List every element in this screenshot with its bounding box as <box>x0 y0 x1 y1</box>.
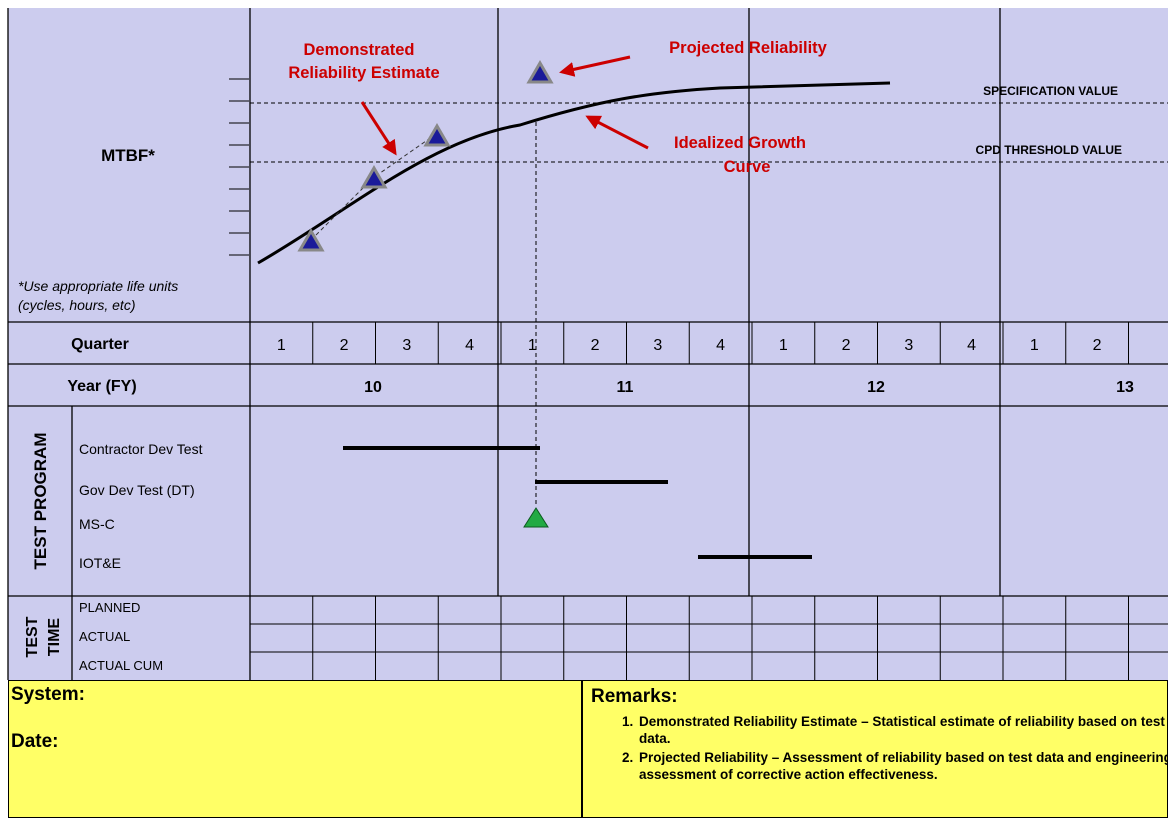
chart-background <box>8 8 1168 680</box>
cpd-threshold-label: CPD THRESHOLD VALUE <box>976 143 1122 157</box>
year-label: 13 <box>1116 379 1134 396</box>
row-ms-c: MS-C <box>79 516 115 532</box>
system-label: System: <box>11 684 85 705</box>
system-info-box: System: Date: <box>8 680 582 818</box>
arrow-demonstrated <box>360 101 397 156</box>
quarter-label: 1 <box>528 337 537 354</box>
quarter-label: 1 <box>1030 337 1039 354</box>
test-time-label-bottom: TIME <box>46 618 63 657</box>
quarter-label: 1 <box>277 337 286 354</box>
row-actual: ACTUAL <box>79 629 130 644</box>
remark-item-1: Demonstrated Reliability Estimate – Stat… <box>637 713 1168 747</box>
life-units-note-line2: (cycles, hours, etc) <box>18 297 135 313</box>
y-axis-ticks <box>229 78 249 256</box>
annotation-demonstrated-line2: Reliability Estimate <box>288 64 439 82</box>
annotation-arrows <box>360 55 649 156</box>
demonstrated-point-2 <box>360 165 388 189</box>
test-time-label-top: TEST <box>24 616 41 657</box>
annotation-idealized-line2: Curve <box>724 158 771 176</box>
quarter-label: 4 <box>716 337 725 354</box>
quarter-labels: 1 2 3 4 1 2 3 4 1 2 3 4 1 2 <box>277 337 1102 354</box>
arrow-projected <box>559 55 631 77</box>
quarter-dividers <box>312 322 1129 406</box>
life-units-note-line1: *Use appropriate life units <box>18 278 178 294</box>
row-iote: IOT&E <box>79 555 121 571</box>
year-label: 12 <box>867 379 885 396</box>
ms-c-milestone <box>523 507 549 528</box>
annotation-idealized-line1: Idealized Growth <box>674 134 806 152</box>
y-axis-label: MTBF* <box>101 146 155 165</box>
quarter-label: 2 <box>842 337 851 354</box>
row-gov-dev-test: Gov Dev Test (DT) <box>79 482 195 498</box>
quarter-label: 2 <box>591 337 600 354</box>
demonstrated-points <box>297 123 451 252</box>
row-actual-cum: ACTUAL CUM <box>79 658 163 673</box>
projected-point <box>526 60 554 84</box>
year-labels: 10 11 12 13 <box>364 379 1134 396</box>
remarks-box: Remarks: Demonstrated Reliability Estima… <box>582 680 1168 818</box>
quarter-label: 3 <box>904 337 913 354</box>
year-label: 11 <box>617 379 634 396</box>
arrow-idealized <box>585 115 649 150</box>
year-label: 10 <box>364 379 382 396</box>
row-contractor-dev-test: Contractor Dev Test <box>79 441 203 457</box>
demonstrated-point-1 <box>297 228 325 252</box>
quarter-label: 3 <box>653 337 662 354</box>
specification-value-label: SPECIFICATION VALUE <box>983 84 1118 98</box>
quarter-label: 2 <box>340 337 349 354</box>
year-row-label: Year (FY) <box>67 378 136 395</box>
annotation-projected: Projected Reliability <box>669 39 828 57</box>
test-time-grid <box>250 596 1168 680</box>
quarter-label: 4 <box>967 337 976 354</box>
remarks-list: Demonstrated Reliability Estimate – Stat… <box>613 713 1168 785</box>
remark-item-2: Projected Reliability – Assessment of re… <box>637 749 1168 783</box>
grid-major-lines <box>7 8 1168 680</box>
remarks-title: Remarks: <box>591 686 678 707</box>
quarter-label: 4 <box>465 337 474 354</box>
row-planned: PLANNED <box>79 600 140 615</box>
quarter-label: 2 <box>1093 337 1102 354</box>
test-program-section-label: TEST PROGRAM <box>31 433 50 570</box>
quarter-label: 1 <box>779 337 788 354</box>
quarter-row-label: Quarter <box>71 336 129 353</box>
test-program-bars <box>343 446 812 559</box>
quarter-label: 3 <box>402 337 411 354</box>
annotation-demonstrated-line1: Demonstrated <box>304 41 415 59</box>
demonstrated-point-3 <box>423 123 451 147</box>
date-label: Date: <box>11 731 59 752</box>
